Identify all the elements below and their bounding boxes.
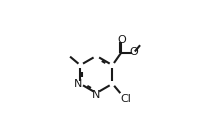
Text: O: O <box>130 47 138 57</box>
Text: Cl: Cl <box>121 94 132 104</box>
Text: N: N <box>74 79 83 89</box>
Text: O: O <box>117 35 126 45</box>
Text: N: N <box>92 90 100 100</box>
